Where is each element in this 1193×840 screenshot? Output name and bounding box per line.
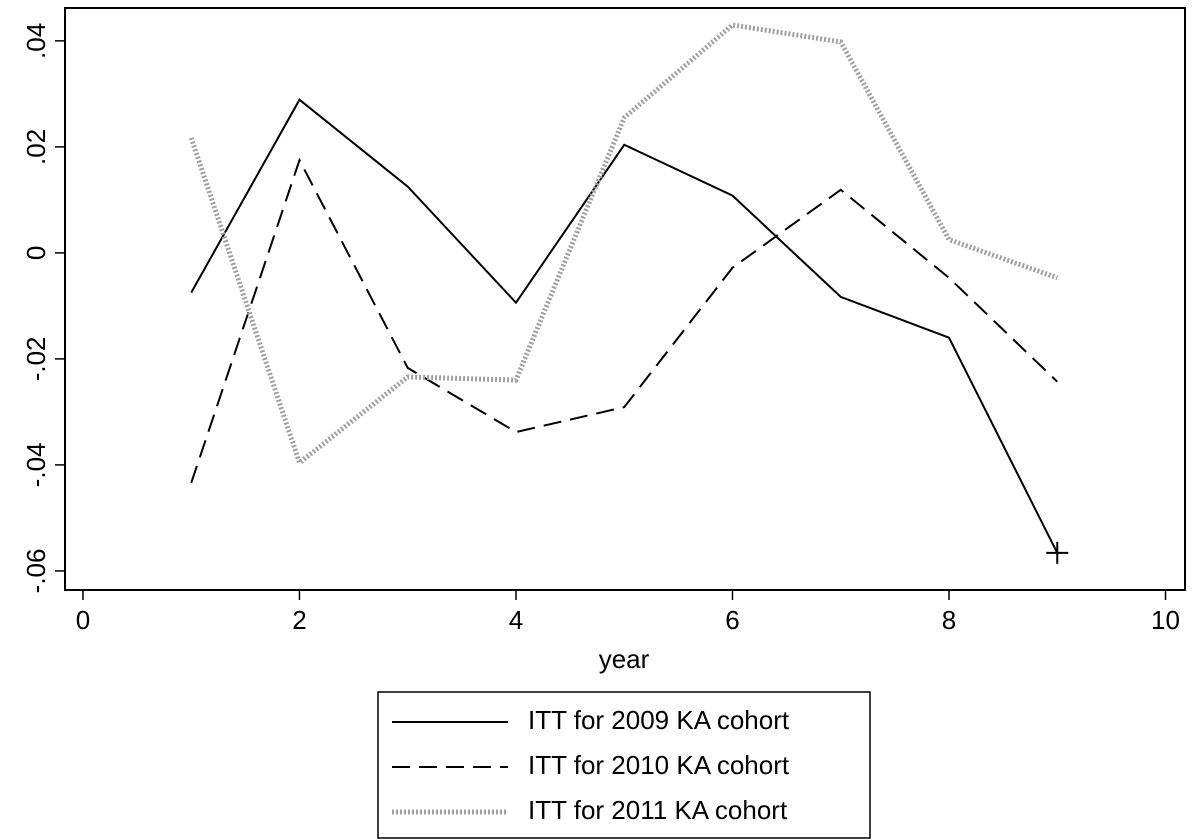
y-tick-label: 0 xyxy=(21,246,51,260)
x-tick-label: 2 xyxy=(292,605,306,635)
x-tick-label: 0 xyxy=(76,605,90,635)
y-tick-label: .04 xyxy=(21,23,51,59)
end-marker xyxy=(1046,541,1069,564)
x-axis-label: year xyxy=(599,644,650,674)
series-line xyxy=(188,22,1059,467)
y-tick-label: -.02 xyxy=(21,336,51,381)
y-tick-label: .02 xyxy=(21,129,51,165)
x-tick-label: 8 xyxy=(942,605,956,635)
plot-frame xyxy=(64,7,1186,591)
series-line xyxy=(190,98,1059,554)
x-tick-label: 4 xyxy=(509,605,523,635)
legend-label: ITT for 2010 KA cohort xyxy=(528,750,790,780)
legend-label: ITT for 2009 KA cohort xyxy=(528,705,790,735)
series-line xyxy=(190,157,1058,484)
x-tick-label: 6 xyxy=(725,605,739,635)
x-tick-label: 10 xyxy=(1151,605,1180,635)
y-tick-label: -.04 xyxy=(21,443,51,488)
y-tick-label: -.06 xyxy=(21,549,51,594)
legend-label: ITT for 2011 KA cohort xyxy=(528,795,788,825)
